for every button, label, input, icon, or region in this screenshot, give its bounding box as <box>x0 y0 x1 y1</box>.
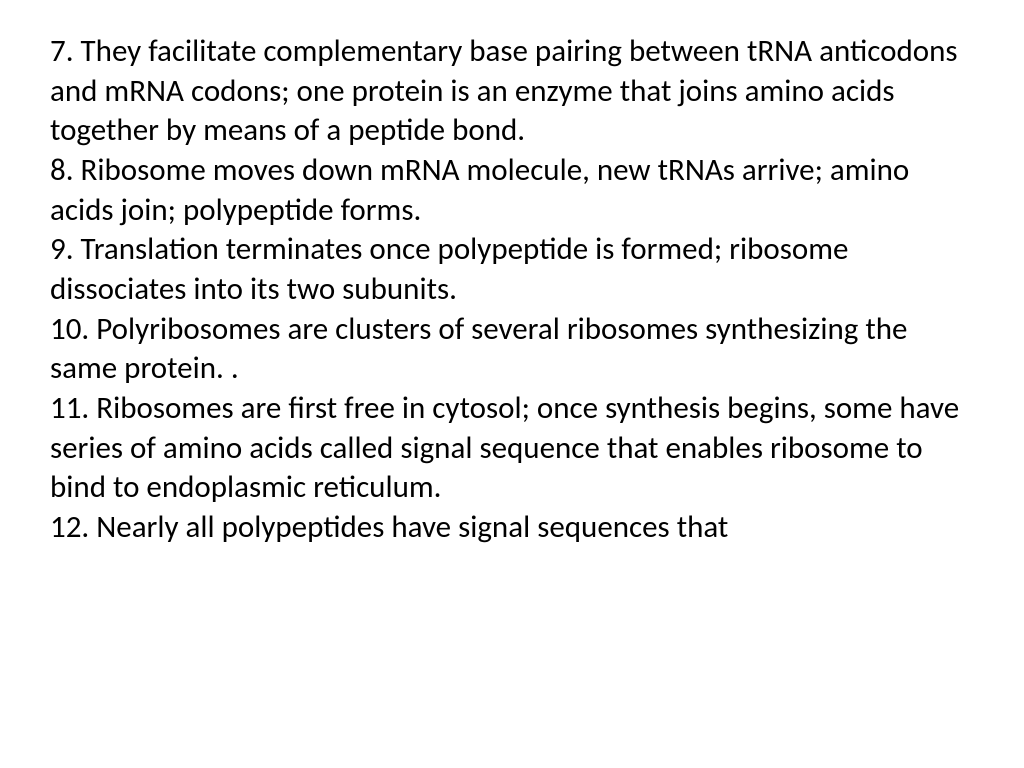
list-item: 11. Ribosomes are first free in cytosol;… <box>50 389 974 508</box>
list-item: 8. Ribosome moves down mRNA molecule, ne… <box>50 151 974 230</box>
text-content: 7. They facilitate complementary base pa… <box>0 0 1024 548</box>
list-item: 7. They facilitate complementary base pa… <box>50 32 974 151</box>
list-item: 10. Polyribosomes are clusters of severa… <box>50 310 974 389</box>
list-item: 9. Translation terminates once polypepti… <box>50 230 974 309</box>
list-item: 12. Nearly all polypeptides have signal … <box>50 508 974 548</box>
